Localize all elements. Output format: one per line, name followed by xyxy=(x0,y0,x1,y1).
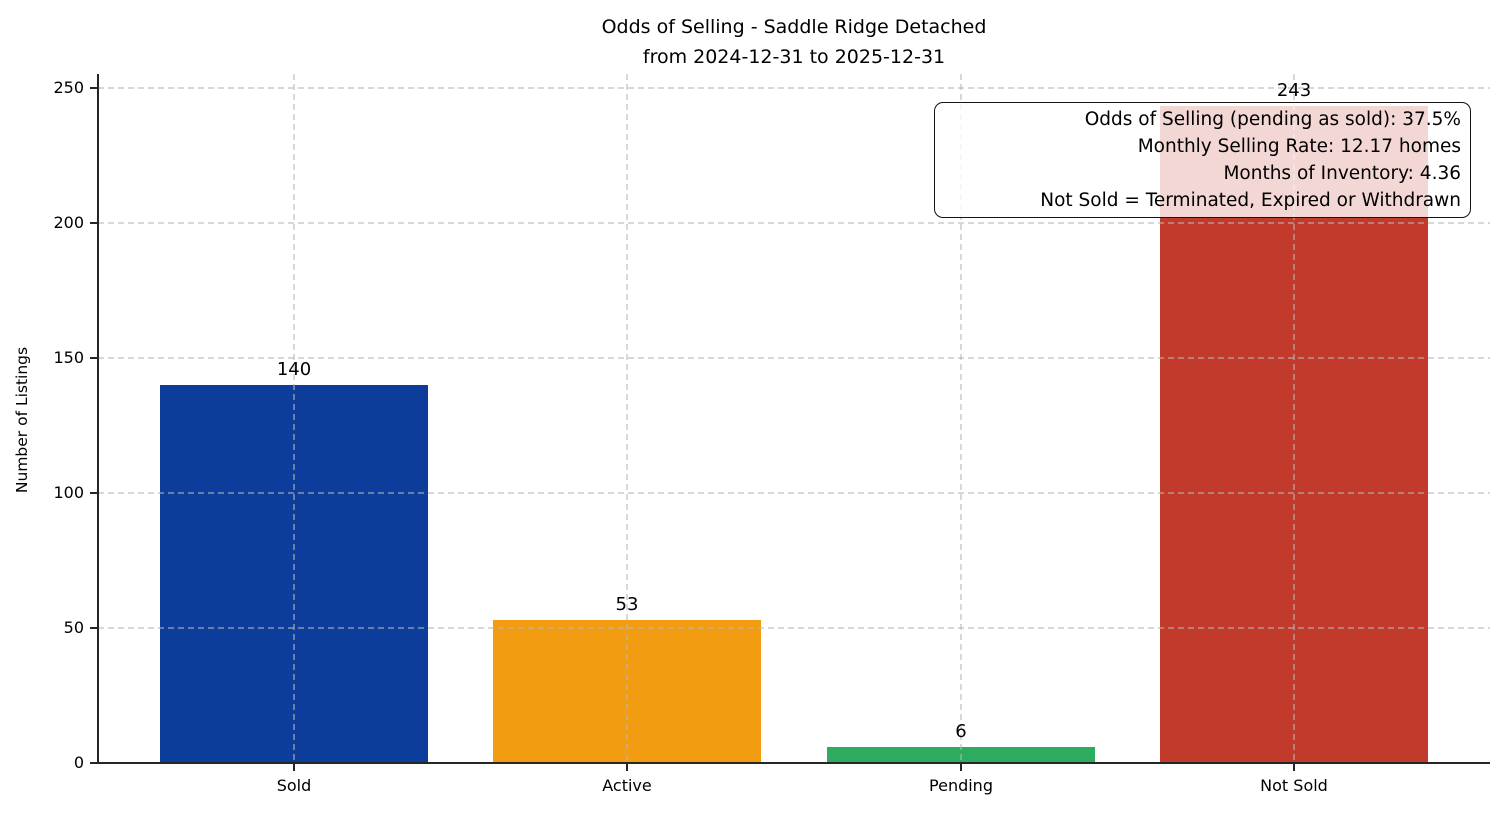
y-tick-mark xyxy=(90,491,98,494)
x-tick-mark xyxy=(626,763,628,771)
annotation-line: Not Sold = Terminated, Expired or Withdr… xyxy=(1040,190,1461,211)
x-gridline xyxy=(626,74,628,763)
annotation-line: Months of Inventory: 4.36 xyxy=(1223,163,1461,184)
x-gridline xyxy=(293,74,295,763)
annotation-box: Odds of Selling (pending as sold): 37.5%… xyxy=(934,102,1471,218)
y-tick-mark xyxy=(90,762,98,764)
chart-title-line1: Odds of Selling - Saddle Ridge Detached xyxy=(601,16,987,38)
y-tick-label: 100 xyxy=(53,482,84,502)
x-gridline xyxy=(1293,74,1295,763)
x-axis-spine xyxy=(97,762,1490,764)
x-tick-mark xyxy=(960,763,962,771)
x-tick-label: Not Sold xyxy=(1260,776,1328,795)
y-axis-spine xyxy=(97,74,99,764)
y-gridline xyxy=(98,221,1490,224)
chart-title-line2: from 2024-12-31 to 2025-12-31 xyxy=(642,46,946,68)
bar-value-label: 53 xyxy=(615,593,639,615)
bar-value-label: 6 xyxy=(955,720,967,742)
chart-title: Odds of Selling - Saddle Ridge Detached … xyxy=(98,12,1490,72)
y-tick-label: 200 xyxy=(53,212,84,232)
x-tick-label: Sold xyxy=(276,776,312,795)
x-tick-mark xyxy=(293,763,295,771)
y-tick-mark xyxy=(90,221,98,224)
y-tick-mark xyxy=(90,86,98,89)
y-axis-title: Number of Listings xyxy=(13,346,31,494)
x-tick-label: Active xyxy=(602,776,652,795)
annotation-line: Odds of Selling (pending as sold): 37.5% xyxy=(1084,109,1461,130)
x-gridline xyxy=(960,74,962,763)
x-tick-label: Pending xyxy=(929,776,993,795)
y-tick-label: 50 xyxy=(63,617,84,637)
bar-value-label: 140 xyxy=(276,358,312,380)
y-tick-mark xyxy=(90,356,98,359)
y-gridline xyxy=(98,491,1490,494)
y-gridline xyxy=(98,86,1490,89)
y-gridline xyxy=(98,356,1490,359)
y-tick-label: 150 xyxy=(53,347,84,367)
x-tick-mark xyxy=(1293,763,1295,771)
y-gridline xyxy=(98,626,1490,629)
annotation-line: Monthly Selling Rate: 12.17 homes xyxy=(1137,136,1461,157)
y-tick-label: 0 xyxy=(73,753,84,772)
bar-value-label: 243 xyxy=(1276,80,1312,102)
y-tick-mark xyxy=(90,626,98,629)
y-tick-label: 250 xyxy=(53,77,84,97)
